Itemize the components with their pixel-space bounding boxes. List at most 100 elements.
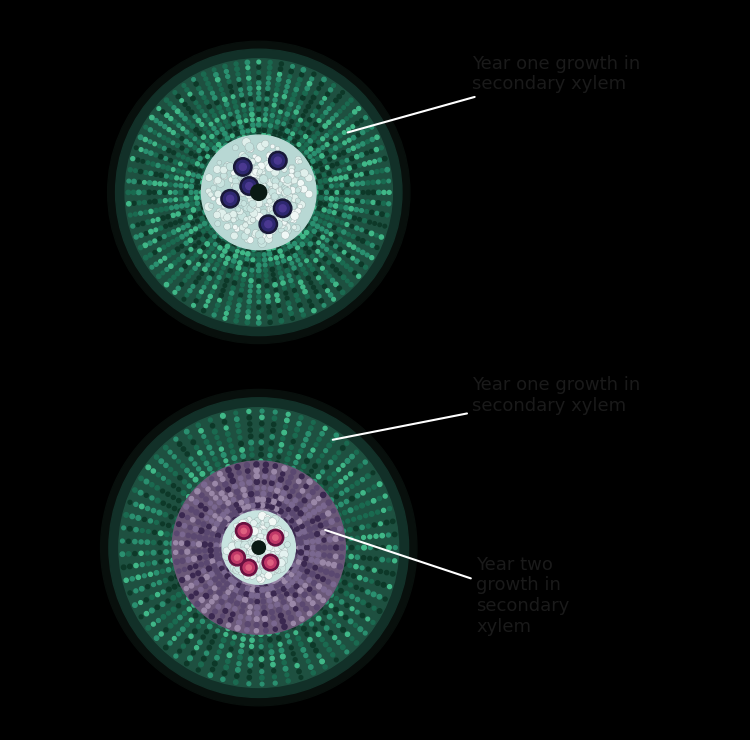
Circle shape (212, 662, 217, 666)
Circle shape (206, 566, 212, 571)
Circle shape (221, 578, 225, 582)
Circle shape (260, 593, 266, 598)
Circle shape (213, 514, 217, 518)
Circle shape (256, 142, 265, 151)
Circle shape (248, 186, 256, 195)
Circle shape (203, 255, 207, 258)
Circle shape (332, 562, 337, 568)
Circle shape (286, 610, 290, 615)
Circle shape (133, 488, 137, 492)
Circle shape (236, 309, 240, 312)
Circle shape (216, 486, 220, 491)
Circle shape (230, 291, 234, 295)
Circle shape (249, 440, 254, 445)
Circle shape (193, 235, 196, 239)
Circle shape (296, 479, 301, 483)
Circle shape (148, 140, 152, 144)
Circle shape (290, 588, 294, 593)
Circle shape (345, 158, 349, 162)
Circle shape (236, 208, 243, 215)
Circle shape (270, 434, 274, 439)
Circle shape (250, 217, 256, 223)
Circle shape (279, 314, 282, 317)
Circle shape (341, 275, 346, 280)
Circle shape (204, 574, 209, 579)
Circle shape (254, 165, 260, 170)
Circle shape (232, 497, 236, 502)
Circle shape (237, 545, 242, 551)
Circle shape (270, 267, 274, 272)
Circle shape (189, 190, 193, 195)
Circle shape (174, 551, 178, 554)
Circle shape (226, 468, 231, 473)
Circle shape (293, 127, 297, 131)
Circle shape (213, 154, 217, 158)
Circle shape (261, 531, 269, 540)
Circle shape (204, 203, 213, 211)
Circle shape (288, 181, 293, 186)
Circle shape (249, 107, 254, 112)
Circle shape (293, 147, 298, 150)
Circle shape (222, 511, 296, 585)
Circle shape (258, 237, 265, 244)
Circle shape (288, 244, 292, 249)
Circle shape (238, 615, 243, 619)
Circle shape (225, 509, 230, 514)
Circle shape (148, 241, 152, 245)
Circle shape (299, 676, 303, 679)
Circle shape (274, 93, 278, 97)
Circle shape (291, 625, 296, 629)
Circle shape (189, 229, 193, 233)
Circle shape (166, 599, 170, 603)
Circle shape (233, 680, 238, 685)
Circle shape (325, 190, 328, 195)
Circle shape (238, 436, 242, 440)
Circle shape (212, 505, 217, 509)
Circle shape (314, 181, 317, 184)
Circle shape (144, 480, 148, 484)
Circle shape (197, 240, 201, 244)
Circle shape (278, 508, 284, 514)
Circle shape (344, 591, 349, 596)
Circle shape (316, 241, 320, 244)
Circle shape (245, 232, 250, 236)
Circle shape (192, 303, 195, 307)
Circle shape (189, 618, 194, 622)
Circle shape (248, 295, 251, 298)
Circle shape (372, 485, 376, 489)
Circle shape (209, 204, 214, 209)
Circle shape (138, 135, 142, 139)
Circle shape (196, 87, 201, 90)
Circle shape (249, 545, 257, 554)
Circle shape (226, 107, 230, 111)
Circle shape (265, 544, 274, 553)
Circle shape (251, 570, 257, 577)
Circle shape (271, 475, 275, 480)
Circle shape (263, 548, 272, 557)
Circle shape (181, 254, 185, 258)
Circle shape (255, 569, 262, 575)
Circle shape (305, 522, 310, 526)
Circle shape (206, 300, 210, 303)
Circle shape (200, 272, 204, 275)
Circle shape (168, 222, 172, 226)
Circle shape (319, 196, 323, 200)
Circle shape (233, 561, 241, 569)
Circle shape (214, 212, 220, 218)
Circle shape (272, 423, 276, 426)
Circle shape (277, 608, 282, 613)
Circle shape (301, 95, 305, 100)
Circle shape (194, 613, 198, 618)
Circle shape (363, 460, 368, 464)
Circle shape (193, 115, 197, 118)
Circle shape (238, 656, 242, 660)
Circle shape (310, 114, 314, 117)
Circle shape (168, 279, 172, 283)
Circle shape (246, 129, 250, 132)
Circle shape (314, 485, 319, 490)
Circle shape (248, 188, 255, 195)
Circle shape (272, 669, 276, 673)
Circle shape (321, 587, 326, 592)
Circle shape (230, 565, 237, 572)
Circle shape (307, 578, 311, 582)
